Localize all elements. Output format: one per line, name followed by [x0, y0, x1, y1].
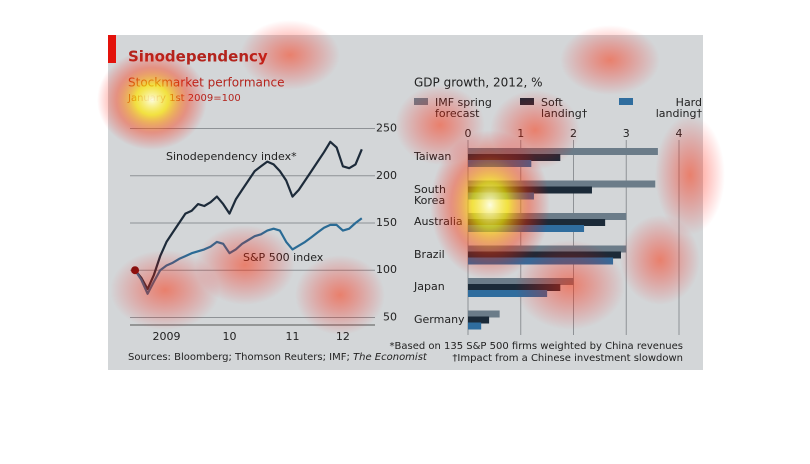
- bar: [468, 225, 585, 232]
- sources: Sources: Bloomberg; Thomson Reuters; IMF…: [128, 352, 428, 363]
- bar: [468, 316, 490, 324]
- category-label: Australia: [414, 215, 463, 228]
- category-label: Japan: [414, 280, 445, 293]
- legend-swatch: [414, 98, 428, 105]
- bar: [468, 213, 627, 220]
- legend-swatch: [619, 98, 633, 105]
- x-tick-label: 4: [676, 127, 683, 140]
- bar: [468, 278, 574, 285]
- legend-swatch: [520, 98, 534, 105]
- x-tick-label: 2: [570, 127, 577, 140]
- bar: [468, 322, 482, 330]
- bar: [468, 284, 561, 291]
- bar: [468, 192, 534, 200]
- category-label: Taiwan: [414, 150, 452, 163]
- right-title: GDP growth, 2012, %: [414, 76, 543, 90]
- sources-text: Sources: Bloomberg; Thomson Reuters; IMF…: [128, 352, 353, 363]
- y-tick-label: 250: [376, 122, 397, 135]
- y-tick-label: 200: [376, 169, 397, 182]
- y-tick-label: 100: [376, 263, 397, 276]
- left-subtitle: January 1st 2009=100: [127, 93, 241, 104]
- start-marker: [131, 266, 140, 275]
- series-label: Sinodependency index*: [166, 150, 297, 163]
- legend-label: IMF spring forecast: [435, 96, 492, 120]
- bar: [468, 310, 500, 318]
- category-label: South Korea: [414, 182, 446, 207]
- x-tick-label: 2009: [153, 330, 181, 343]
- bar: [468, 186, 592, 194]
- bar: [468, 160, 532, 167]
- bar: [468, 251, 621, 259]
- x-tick-label: 12: [336, 330, 350, 343]
- y-tick-label: 150: [376, 216, 397, 229]
- legend-label: Hard landing†: [655, 96, 702, 120]
- x-tick-label: 11: [285, 330, 299, 343]
- bar: [468, 245, 627, 253]
- x-tick-label: 0: [465, 127, 472, 140]
- bar: [468, 257, 614, 265]
- series-label: S&P 500 index: [243, 251, 324, 264]
- legend-label: Soft landing†: [541, 96, 588, 120]
- bar: [468, 154, 561, 161]
- left-title: Stockmarket performance: [128, 76, 284, 90]
- bar: [468, 180, 656, 188]
- footnote: *Based on 135 S&P 500 firms weighted by …: [390, 341, 684, 352]
- footnote: †Impact from a Chinese investment slowdo…: [452, 353, 683, 364]
- category-label: Brazil: [414, 247, 445, 261]
- category-label: Germany: [414, 312, 465, 326]
- x-tick-label: 10: [223, 330, 237, 343]
- bar: [468, 219, 606, 226]
- y-tick-label: 50: [383, 310, 397, 323]
- bar: [468, 148, 658, 155]
- main-title: Sinodependency: [128, 48, 268, 66]
- line-series: [134, 140, 363, 291]
- x-tick-label: 3: [623, 127, 630, 140]
- bar: [468, 290, 548, 297]
- red-tag: [108, 35, 116, 63]
- sources-italic: The Economist: [353, 352, 428, 363]
- x-tick-label: 1: [517, 127, 524, 140]
